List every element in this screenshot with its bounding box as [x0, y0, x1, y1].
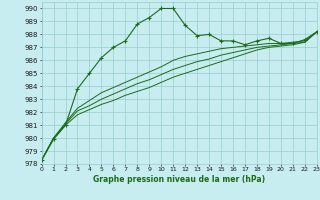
X-axis label: Graphe pression niveau de la mer (hPa): Graphe pression niveau de la mer (hPa) — [93, 175, 265, 184]
